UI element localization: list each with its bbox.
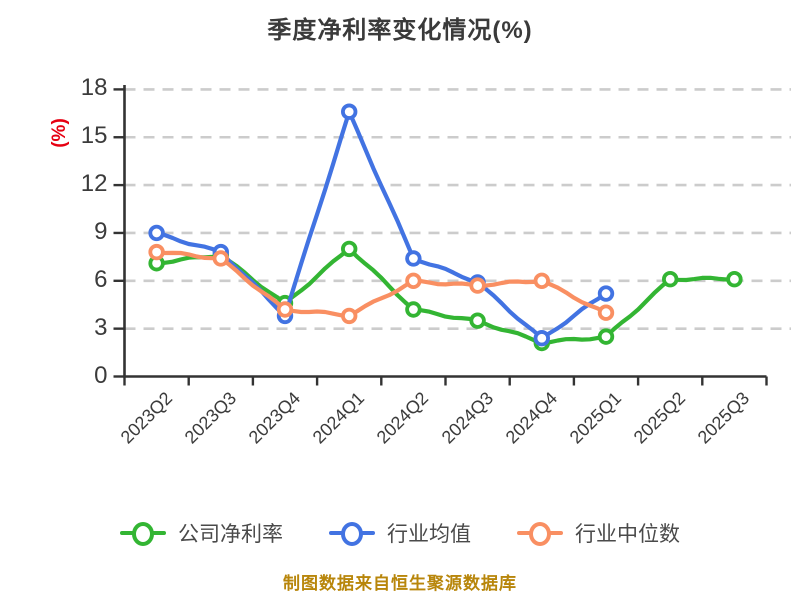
- legend: 公司净利率 行业均值 行业中位数: [0, 518, 800, 548]
- line-circle-marker-icon: [329, 521, 375, 546]
- chart-title: 季度净利率变化情况(%): [267, 17, 533, 44]
- y-tick-label: 0: [94, 361, 108, 389]
- line-circle-marker-icon: [120, 521, 166, 546]
- legend-ring: [132, 522, 154, 546]
- legend-item-industry-median: 行业中位数: [517, 518, 680, 548]
- legend-item-company-net-margin: 公司净利率: [120, 518, 283, 548]
- legend-label: 行业均值: [387, 523, 471, 546]
- y-tick-label: 18: [80, 74, 108, 102]
- legend-item-industry-mean: 行业均值: [329, 518, 471, 548]
- data-source-note: 制图数据来自恒生聚源数据库: [283, 574, 517, 593]
- y-tick-label: 15: [80, 122, 108, 150]
- y-tick-label: 12: [80, 170, 108, 198]
- legend-label: 公司净利率: [178, 523, 283, 546]
- legend-ring: [529, 522, 551, 546]
- line-circle-marker-icon: [517, 521, 563, 546]
- legend-ring: [341, 522, 363, 546]
- y-tick-label: 3: [94, 313, 108, 341]
- y-tick-label: 9: [94, 217, 108, 245]
- y-tick-label: 6: [94, 265, 108, 293]
- legend-label: 行业中位数: [575, 523, 680, 546]
